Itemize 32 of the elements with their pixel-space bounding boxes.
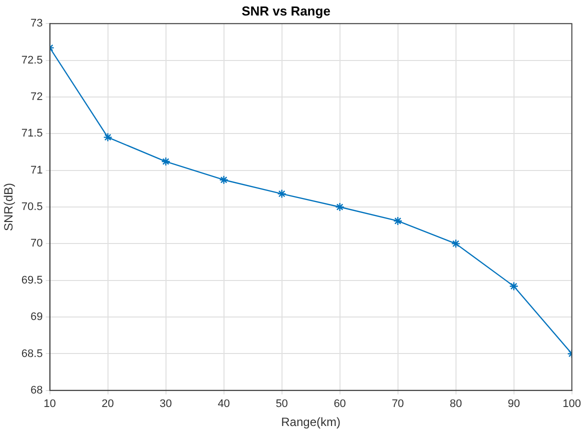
y-tick-label: 68.5 xyxy=(21,348,43,360)
x-tick-label: 30 xyxy=(160,398,172,410)
x-tick-label: 70 xyxy=(392,398,404,410)
point xyxy=(219,175,228,184)
x-tick-label: 100 xyxy=(562,398,582,410)
point xyxy=(277,189,286,198)
point xyxy=(509,282,518,291)
y-tick-label: 71 xyxy=(30,164,43,176)
y-tick-label: 68 xyxy=(30,384,43,396)
point xyxy=(161,156,170,166)
y-tick-label: 72.5 xyxy=(21,54,43,66)
y-tick-label: 71.5 xyxy=(21,128,43,140)
x-axis-title: Range(km) xyxy=(281,415,340,430)
y-tick-label: 70 xyxy=(30,238,43,250)
y-tick-label: 73 xyxy=(30,18,43,30)
y-tick-label: 72 xyxy=(30,90,43,103)
point xyxy=(103,132,112,142)
y-tick-label: 69 xyxy=(30,311,43,324)
point xyxy=(335,202,344,212)
y-tick-label: 69.5 xyxy=(21,274,43,286)
y-tick-label: 70.5 xyxy=(21,201,43,214)
point xyxy=(451,239,460,248)
y-axis-title: SNR(dB) xyxy=(2,182,16,232)
x-tick-label: 20 xyxy=(102,398,114,410)
x-tick-label: 40 xyxy=(218,398,230,410)
x-tick-label: 90 xyxy=(508,398,520,410)
point xyxy=(393,216,402,226)
x-tick-label: 60 xyxy=(334,398,346,410)
x-tick-label: 50 xyxy=(276,398,288,410)
x-tick-label: 80 xyxy=(450,398,462,410)
chart-title: SNR vs Range xyxy=(242,3,330,18)
x-tick-label: 10 xyxy=(44,398,56,410)
